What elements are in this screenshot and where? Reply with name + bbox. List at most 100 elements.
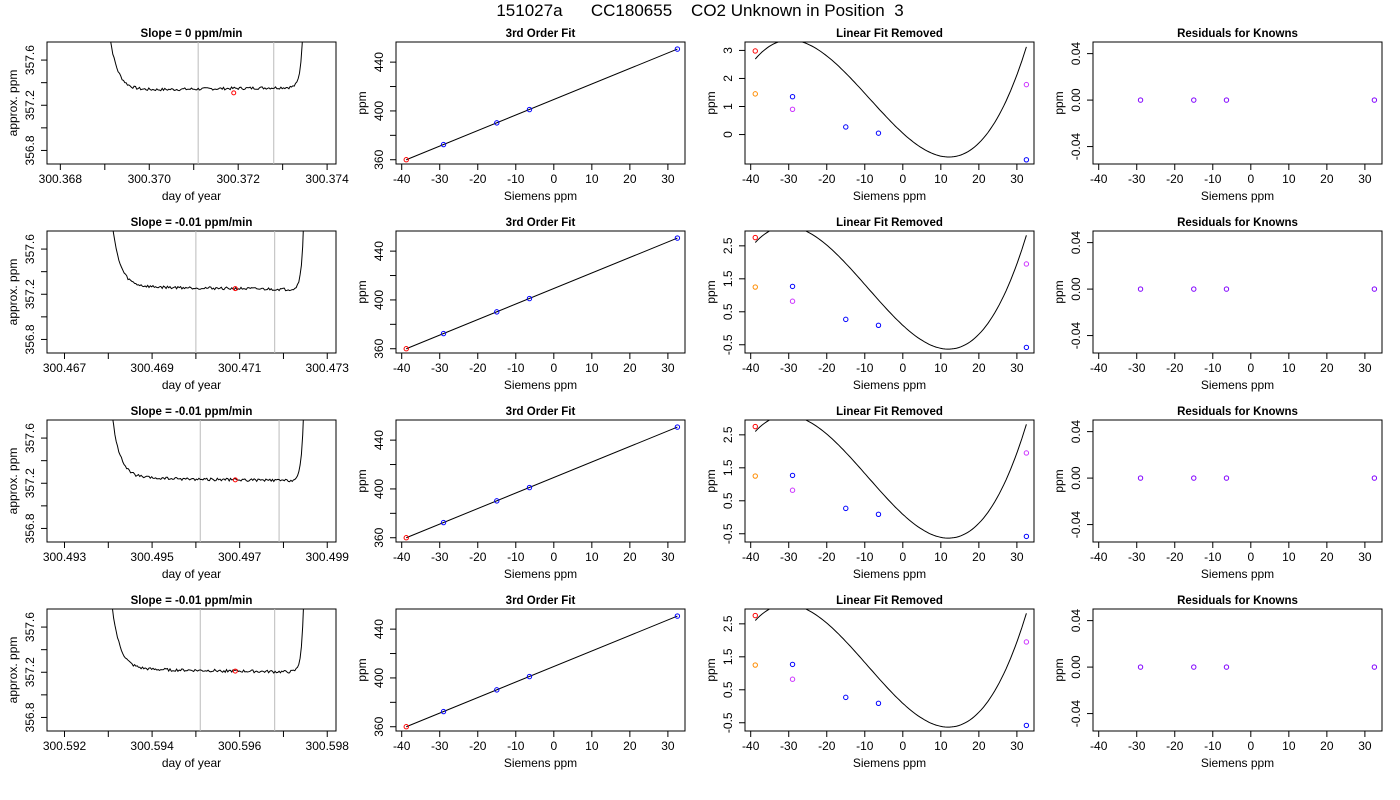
- y-tick-label: 1.5: [721, 270, 735, 287]
- y-tick-label: 360: [372, 149, 386, 169]
- data-point: [1223, 475, 1230, 481]
- y-tick-label: 0.5: [721, 303, 735, 320]
- panel-4-1: Slope = -0.01 ppm/min 300.592 300.594 300.5…: [6, 595, 349, 770]
- x-tick-label: 10: [934, 739, 948, 753]
- panel-2-3: Linear Fit Removed -40 -30 -20 -10 0 10 20 30 Sie…: [704, 217, 1035, 392]
- y-tick-label: 0.5: [721, 681, 735, 698]
- x-tick-label: -10: [507, 361, 525, 375]
- data-point: [1023, 722, 1030, 729]
- panel-2-1: Slope = -0.01 ppm/min 300.467 300.469 300.4…: [6, 217, 349, 392]
- y-tick-label: 1.5: [721, 459, 735, 476]
- panel-1-1: Slope = 0 ppm/min 300.368 300.370 300.372 30…: [6, 28, 349, 203]
- chart-title: Slope = -0.01 ppm/min: [131, 595, 253, 607]
- chart-title: Slope = -0.01 ppm/min: [131, 406, 253, 418]
- data-point: [875, 130, 882, 136]
- x-tick-label: -30: [431, 172, 449, 186]
- y-tick-label: 1.5: [721, 648, 735, 665]
- x-tick-label: -30: [780, 550, 798, 564]
- plot-frame: [744, 230, 1035, 354]
- x-tick-label: 20: [972, 739, 986, 753]
- y-tick-label: 360: [372, 338, 386, 358]
- x-tick-label: -20: [1166, 550, 1184, 564]
- x-tick-label: 20: [972, 361, 986, 375]
- y-tick-label: 357.2: [23, 90, 37, 120]
- chart-title: 3rd Order Fit: [506, 406, 576, 418]
- chart-title: Linear Fit Removed: [836, 406, 943, 418]
- x-tick-label: -30: [1128, 739, 1146, 753]
- y-tick-label: 400: [372, 290, 386, 310]
- x-axis-label: day of year: [162, 567, 221, 581]
- data-point: [875, 322, 882, 329]
- data-point: [494, 120, 500, 126]
- plot-frame: [744, 608, 1035, 732]
- x-axis-label: day of year: [162, 378, 221, 392]
- panel-1-3: Linear Fit Removed-40 -30 -20 -10 0 10 20 30Sie…: [704, 28, 1035, 203]
- data-point: [789, 472, 796, 479]
- data-point: [674, 46, 681, 52]
- x-tick-label: -10: [507, 739, 525, 753]
- plot-frame: [1092, 230, 1383, 354]
- y-tick-label: 357.6: [23, 45, 37, 75]
- plot-area: [1137, 97, 1378, 103]
- panel-2-2: 3rd Order Fit -40 -30 -20 -10 0 10 20 30 Siemens …: [355, 217, 686, 392]
- x-tick-label: -20: [469, 361, 487, 375]
- x-tick-label: 0: [899, 550, 906, 564]
- x-tick-label: -20: [818, 172, 836, 186]
- data-point: [1223, 97, 1230, 103]
- fit-line: [406, 48, 678, 161]
- y-tick-label: 400: [372, 668, 386, 688]
- data-point: [1191, 664, 1197, 670]
- x-tick-label: 20: [623, 550, 637, 564]
- x-tick-label: -10: [856, 550, 874, 564]
- x-tick-label: -40: [742, 550, 760, 564]
- x-tick-label: 300.592: [43, 739, 87, 753]
- plot-frame: [46, 41, 337, 165]
- x-tick-label: 20: [972, 172, 986, 186]
- x-tick-label: 30: [661, 172, 675, 186]
- fit-curve: [754, 42, 1027, 158]
- y-tick-label: 356.8: [23, 513, 37, 543]
- x-tick-label: 30: [1010, 550, 1024, 564]
- x-tick-label: 300.469: [130, 361, 174, 375]
- sample-marker: [232, 286, 238, 292]
- y-axis-label: ppm: [355, 469, 369, 492]
- y-tick-label: 360: [372, 716, 386, 736]
- data-point: [752, 91, 758, 97]
- data-point: [875, 700, 882, 707]
- y-tick-label: -0.5: [721, 712, 735, 733]
- data-point: [526, 295, 533, 302]
- x-tick-label: 0: [550, 550, 557, 564]
- x-tick-label: 300.374: [305, 172, 349, 186]
- x-tick-label: 10: [1282, 550, 1296, 564]
- x-tick-label: 0: [1247, 172, 1254, 186]
- plot-area: [112, 420, 304, 542]
- x-tick-label: -30: [780, 172, 798, 186]
- x-tick-label: 10: [585, 550, 599, 564]
- plot-frame: [395, 41, 686, 165]
- plot-area: [403, 424, 681, 541]
- x-tick-label: 20: [623, 739, 637, 753]
- data-point: [1137, 97, 1144, 103]
- chart-title: Slope = -0.01 ppm/min: [131, 217, 253, 229]
- x-tick-label: 300.368: [39, 172, 83, 186]
- x-tick-label: -40: [742, 172, 760, 186]
- x-tick-label: -10: [1204, 739, 1222, 753]
- data-point: [789, 661, 796, 668]
- plot-area: [112, 609, 304, 731]
- data-point: [1223, 664, 1230, 670]
- x-tick-label: 0: [899, 361, 906, 375]
- panel-4-2: 3rd Order Fit -40 -30 -20 -10 0 10 20 30 Siemens …: [355, 595, 686, 770]
- y-tick-label: 0.04: [1069, 609, 1083, 633]
- x-tick-label: -40: [1090, 172, 1108, 186]
- x-tick-label: -40: [393, 172, 411, 186]
- x-tick-label: -10: [1204, 172, 1222, 186]
- data-point: [674, 235, 681, 241]
- x-tick-label: 0: [550, 739, 557, 753]
- y-tick-label: 0.5: [721, 492, 735, 509]
- y-axis-label: approx. ppm: [6, 70, 20, 137]
- x-tick-label: 10: [1282, 361, 1296, 375]
- plot-area: [403, 235, 681, 352]
- x-tick-label: 300.495: [130, 550, 174, 564]
- y-axis-label: ppm: [355, 280, 369, 303]
